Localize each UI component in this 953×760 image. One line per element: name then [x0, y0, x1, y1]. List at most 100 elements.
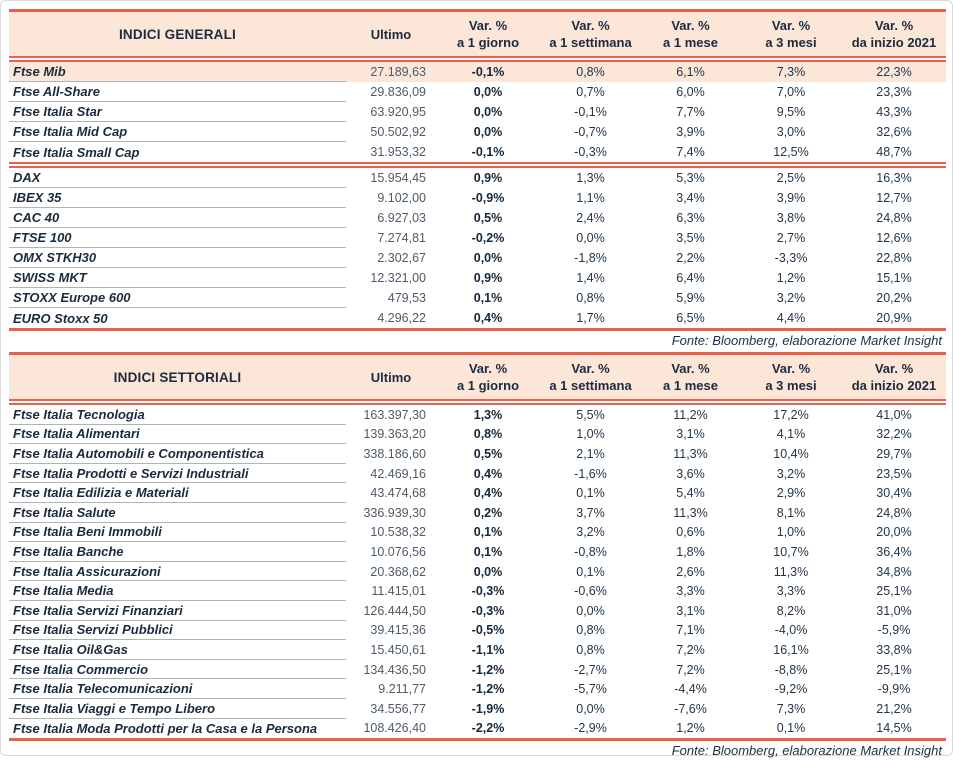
var-1-settimana: 1,1% — [576, 191, 605, 205]
var-1-giorno: 0,5% — [473, 211, 503, 225]
index-name: Ftse Italia Tecnologia — [9, 405, 346, 425]
var-1-mese: 7,1% — [676, 623, 705, 638]
period-label: a 1 giorno — [456, 378, 520, 393]
index-name: SWISS MKT — [9, 268, 346, 288]
var-label: Var. % — [571, 18, 610, 33]
index-name: CAC 40 — [9, 208, 346, 228]
ultimo-value: 12.321,00 — [370, 271, 426, 285]
var-1-giorno: 0,1% — [473, 544, 503, 559]
table-row: Ftse Italia Servizi Finanziari 126.444,5… — [9, 600, 946, 621]
var-1-giorno: -1,1% — [471, 642, 505, 657]
ultimo-value: 31.953,32 — [370, 145, 426, 159]
var-inizio-2021: 30,4% — [876, 486, 912, 501]
var-1-mese: 2,2% — [676, 251, 705, 265]
var-1-settimana: 0,0% — [576, 603, 605, 618]
var-1-giorno: 0,8% — [473, 427, 503, 442]
var-1-mese: 0,6% — [676, 525, 705, 540]
table-row: EURO Stoxx 50 4.296,22 0,4% 1,7% 6,5% 4,… — [9, 308, 946, 328]
ultimo-value: 20.368,62 — [370, 564, 426, 579]
var-1-mese: -4,4% — [674, 682, 707, 697]
ultimo-value: 338.186,60 — [363, 446, 426, 461]
index-name: Ftse Italia Star — [9, 102, 346, 122]
var-inizio-2021: 34,8% — [876, 564, 912, 579]
table-row: Ftse Italia Mid Cap 50.502,92 0,0% -0,7%… — [9, 122, 946, 142]
var-1-settimana: 0,7% — [576, 85, 605, 99]
var-1-settimana: -1,8% — [574, 251, 607, 265]
var-inizio-2021: 22,3% — [876, 65, 912, 79]
var-1-mese: 6,5% — [676, 311, 705, 325]
var-1-settimana: 0,8% — [576, 642, 605, 657]
table-row: Ftse Italia Edilizia e Materiali 43.474,… — [9, 483, 946, 503]
var-1-giorno: -0,9% — [471, 191, 505, 205]
ultimo-value: 9.102,00 — [377, 191, 426, 205]
ultimo-value: 6.927,03 — [377, 211, 426, 225]
index-name: IBEX 35 — [9, 188, 346, 208]
header-double-border — [9, 399, 946, 405]
var-1-settimana: 0,8% — [576, 65, 605, 79]
ultimo-value: 2.302,67 — [377, 251, 426, 265]
table-row: DAX 15.954,45 0,9% 1,3% 5,3% 2,5% 16,3% — [9, 168, 946, 188]
table-row: STOXX Europe 600 479,53 0,1% 0,8% 5,9% 3… — [9, 288, 946, 308]
header-double-border — [9, 56, 946, 62]
var-1-giorno: 0,9% — [473, 171, 503, 185]
var-1-mese: 3,1% — [676, 603, 705, 618]
index-name: Ftse Italia Salute — [9, 503, 346, 523]
general-table-header: INDICI GENERALI Ultimo Var. % a 1 giorno… — [9, 12, 946, 56]
period-label: da inizio 2021 — [851, 35, 937, 50]
period-label: a 1 giorno — [456, 35, 520, 50]
col-header-var-1-giorno: Var. % a 1 giorno — [436, 355, 540, 399]
col-header-var-1-mese: Var. % a 1 mese — [641, 355, 740, 399]
table-row: Ftse Italia Prodotti e Servizi Industria… — [9, 463, 946, 484]
table-row: Ftse Italia Telecomunicazioni 9.211,77 -… — [9, 679, 946, 699]
var-3-mesi: 3,2% — [776, 466, 806, 481]
ultimo-value: 4.296,22 — [377, 311, 426, 325]
var-1-settimana: 1,4% — [576, 271, 605, 285]
var-3-mesi: 9,5% — [776, 105, 806, 119]
var-inizio-2021: -9,9% — [877, 682, 911, 697]
index-name: Ftse Italia Telecomunicazioni — [9, 679, 346, 699]
period-label: a 3 mesi — [765, 35, 817, 50]
var-1-mese: 6,1% — [676, 65, 705, 79]
var-inizio-2021: 32,6% — [876, 125, 912, 139]
ultimo-value: 27.189,63 — [370, 65, 426, 79]
var-1-mese: 2,6% — [676, 564, 705, 579]
index-name: STOXX Europe 600 — [9, 288, 346, 308]
period-label: a 1 mese — [663, 35, 718, 50]
table-row: Ftse All-Share 29.836,09 0,0% 0,7% 6,0% … — [9, 82, 946, 102]
var-1-mese: 3,4% — [676, 191, 705, 205]
table-row: Ftse Italia Viaggi e Tempo Libero 34.556… — [9, 698, 946, 719]
ultimo-value: 39.415,36 — [370, 623, 426, 638]
table-top-border — [9, 9, 946, 12]
var-3-mesi: 4,4% — [776, 311, 806, 325]
var-3-mesi: 16,1% — [773, 642, 809, 657]
var-1-mese: 5,3% — [676, 171, 705, 185]
var-1-settimana: 3,7% — [576, 505, 605, 520]
index-name: Ftse Italia Oil&Gas — [9, 640, 346, 660]
var-inizio-2021: 12,7% — [876, 191, 912, 205]
index-name: Ftse Italia Beni Immobili — [9, 523, 346, 543]
var-inizio-2021: 36,4% — [876, 544, 912, 559]
var-inizio-2021: 20,0% — [876, 525, 912, 540]
table-bottom-border — [9, 738, 946, 742]
table-row: Ftse Italia Oil&Gas 15.450,61 -1,1% 0,8%… — [9, 640, 946, 660]
var-1-mese: 7,7% — [676, 105, 705, 119]
var-3-mesi: 1,2% — [776, 271, 806, 285]
var-3-mesi: 11,3% — [773, 564, 809, 579]
var-inizio-2021: 23,3% — [876, 85, 912, 99]
var-label: Var. % — [671, 18, 710, 33]
var-1-giorno: -0,1% — [471, 65, 505, 79]
var-1-settimana: 2,1% — [576, 446, 605, 461]
var-1-giorno: 0,9% — [473, 271, 503, 285]
col-header-var-3-mesi: Var. % a 3 mesi — [740, 355, 842, 399]
var-1-giorno: 0,4% — [473, 466, 503, 481]
var-1-mese: 6,0% — [676, 85, 705, 99]
var-1-giorno: -1,9% — [471, 701, 505, 716]
ultimo-value: 15.954,45 — [370, 171, 426, 185]
col-header-var-1-settimana: Var. % a 1 settimana — [540, 12, 641, 56]
var-1-giorno: 0,0% — [473, 564, 503, 579]
table-row: Ftse Italia Servizi Pubblici 39.415,36 -… — [9, 620, 946, 641]
table-row: Ftse Italia Banche 10.076,56 0,1% -0,8% … — [9, 542, 946, 562]
ultimo-value: 34.556,77 — [370, 701, 426, 716]
var-1-mese: 3,5% — [676, 231, 705, 245]
var-inizio-2021: 29,7% — [876, 446, 912, 461]
